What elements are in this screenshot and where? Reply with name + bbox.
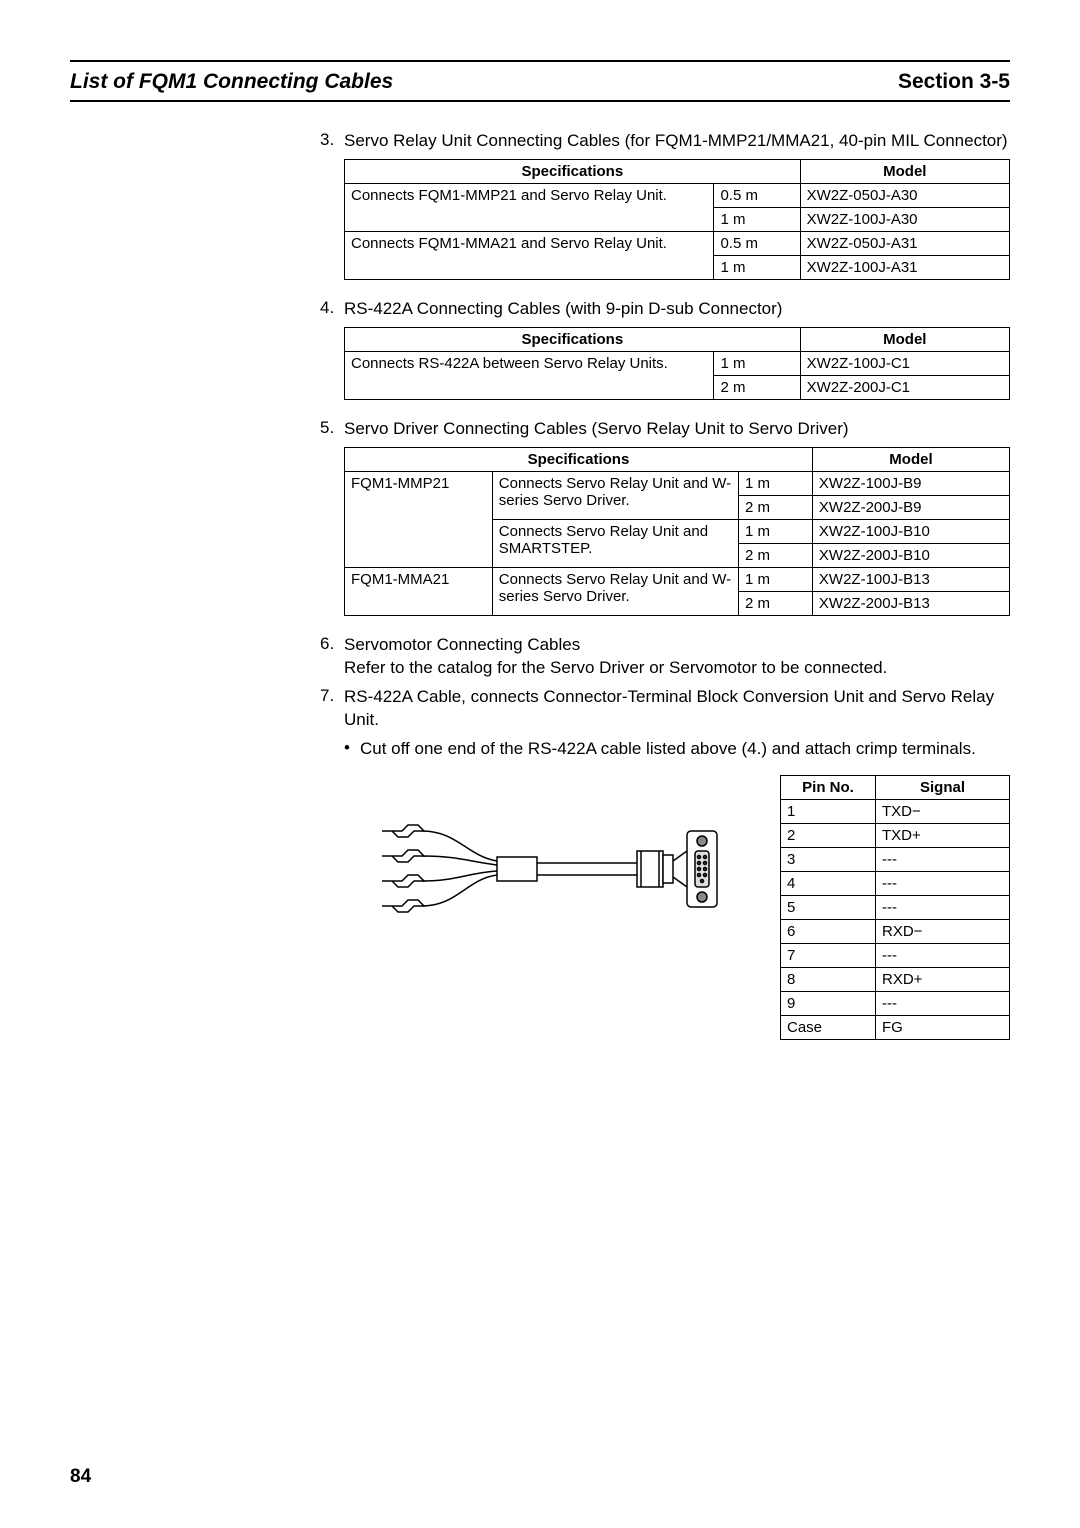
td-spec: Connects Servo Relay Unit and W-series S… (492, 471, 738, 519)
td-pin: 6 (781, 919, 876, 943)
list-item-6: 6. Servomotor Connecting Cables Refer to… (320, 634, 1010, 680)
th-model: Model (800, 159, 1009, 183)
td-length: 1 m (714, 351, 800, 375)
bullet-text: Cut off one end of the RS-422A cable lis… (360, 738, 976, 761)
td-spec: Connects Servo Relay Unit and W-series S… (492, 567, 738, 615)
list-item-5: 5. Servo Driver Connecting Cables (Servo… (320, 418, 1010, 441)
td-length: 0.5 m (714, 231, 800, 255)
td-pin: 5 (781, 895, 876, 919)
td-length: 0.5 m (714, 183, 800, 207)
td-length: 1 m (739, 567, 813, 591)
td-spec: Connects RS-422A between Servo Relay Uni… (345, 351, 714, 399)
td-length: 2 m (739, 543, 813, 567)
item-number: 4. (320, 298, 344, 321)
table-rs422a-cables: Specifications Model Connects RS-422A be… (344, 327, 1010, 400)
table-servo-driver-cables: Specifications Model FQM1-MMP21 Connects… (344, 447, 1010, 616)
td-signal: RXD− (876, 919, 1010, 943)
list-item-3: 3. Servo Relay Unit Connecting Cables (f… (320, 130, 1010, 153)
item-text: Servo Driver Connecting Cables (Servo Re… (344, 418, 849, 441)
td-model: XW2Z-050J-A31 (800, 231, 1009, 255)
td-length: 1 m (739, 471, 813, 495)
item-text: Servo Relay Unit Connecting Cables (for … (344, 130, 1008, 153)
bullet-marker: • (344, 738, 360, 761)
td-signal: --- (876, 991, 1010, 1015)
bullet-note: • Cut off one end of the RS-422A cable l… (344, 738, 1010, 761)
td-pin: 9 (781, 991, 876, 1015)
td-length: 2 m (739, 591, 813, 615)
header-title: List of FQM1 Connecting Cables (70, 70, 393, 94)
page-number: 84 (70, 1466, 91, 1488)
td-length: 1 m (739, 519, 813, 543)
td-model: XW2Z-200J-C1 (800, 375, 1009, 399)
td-model: XW2Z-200J-B9 (812, 495, 1009, 519)
th-model: Model (800, 327, 1009, 351)
td-pin: 8 (781, 967, 876, 991)
list-item-7: 7. RS-422A Cable, connects Connector-Ter… (320, 686, 1010, 732)
table-pin-signal: Pin No. Signal 1TXD− 2TXD+ 3--- 4--- 5--… (780, 775, 1010, 1040)
td-col1: FQM1-MMA21 (345, 567, 493, 615)
td-model: XW2Z-100J-B10 (812, 519, 1009, 543)
th-specifications: Specifications (345, 327, 801, 351)
pin-row: Pin No. Signal 1TXD− 2TXD+ 3--- 4--- 5--… (344, 771, 1010, 1058)
td-model: XW2Z-100J-B13 (812, 567, 1009, 591)
td-length: 2 m (714, 375, 800, 399)
item-number: 5. (320, 418, 344, 441)
page-header: List of FQM1 Connecting Cables Section 3… (70, 70, 1010, 102)
td-signal: FG (876, 1015, 1010, 1039)
item6-line2: Refer to the catalog for the Servo Drive… (344, 658, 887, 677)
section-number: Section 3-5 (898, 70, 1010, 94)
item-text: RS-422A Connecting Cables (with 9-pin D-… (344, 298, 782, 321)
td-model: XW2Z-100J-B9 (812, 471, 1009, 495)
td-model: XW2Z-100J-C1 (800, 351, 1009, 375)
th-model: Model (812, 447, 1009, 471)
td-signal: --- (876, 871, 1010, 895)
td-signal: --- (876, 895, 1010, 919)
td-signal: TXD− (876, 799, 1010, 823)
td-signal: --- (876, 943, 1010, 967)
td-model: XW2Z-050J-A30 (800, 183, 1009, 207)
cable-diagram (344, 771, 760, 931)
td-signal: RXD+ (876, 967, 1010, 991)
item-text: RS-422A Cable, connects Connector-Termin… (344, 686, 1010, 732)
td-col1: FQM1-MMP21 (345, 471, 493, 567)
table-servo-relay-cables: Specifications Model Connects FQM1-MMP21… (344, 159, 1010, 280)
th-signal: Signal (876, 775, 1010, 799)
td-pin: Case (781, 1015, 876, 1039)
td-pin: 3 (781, 847, 876, 871)
th-specifications: Specifications (345, 447, 813, 471)
list-item-4: 4. RS-422A Connecting Cables (with 9-pin… (320, 298, 1010, 321)
item-text: Servomotor Connecting Cables Refer to th… (344, 634, 887, 680)
td-signal: TXD+ (876, 823, 1010, 847)
td-length: 1 m (714, 207, 800, 231)
td-pin: 2 (781, 823, 876, 847)
td-signal: --- (876, 847, 1010, 871)
td-spec: Connects FQM1-MMA21 and Servo Relay Unit… (345, 231, 714, 279)
td-model: XW2Z-100J-A30 (800, 207, 1009, 231)
td-length: 2 m (739, 495, 813, 519)
item-number: 7. (320, 686, 344, 732)
th-pin-no: Pin No. (781, 775, 876, 799)
th-specifications: Specifications (345, 159, 801, 183)
item6-line1: Servomotor Connecting Cables (344, 635, 580, 654)
td-length: 1 m (714, 255, 800, 279)
td-spec: Connects Servo Relay Unit and SMARTSTEP. (492, 519, 738, 567)
td-pin: 4 (781, 871, 876, 895)
td-model: XW2Z-200J-B10 (812, 543, 1009, 567)
item-number: 6. (320, 634, 344, 680)
td-model: XW2Z-100J-A31 (800, 255, 1009, 279)
td-pin: 7 (781, 943, 876, 967)
td-spec: Connects FQM1-MMP21 and Servo Relay Unit… (345, 183, 714, 231)
item-number: 3. (320, 130, 344, 153)
td-pin: 1 (781, 799, 876, 823)
td-model: XW2Z-200J-B13 (812, 591, 1009, 615)
